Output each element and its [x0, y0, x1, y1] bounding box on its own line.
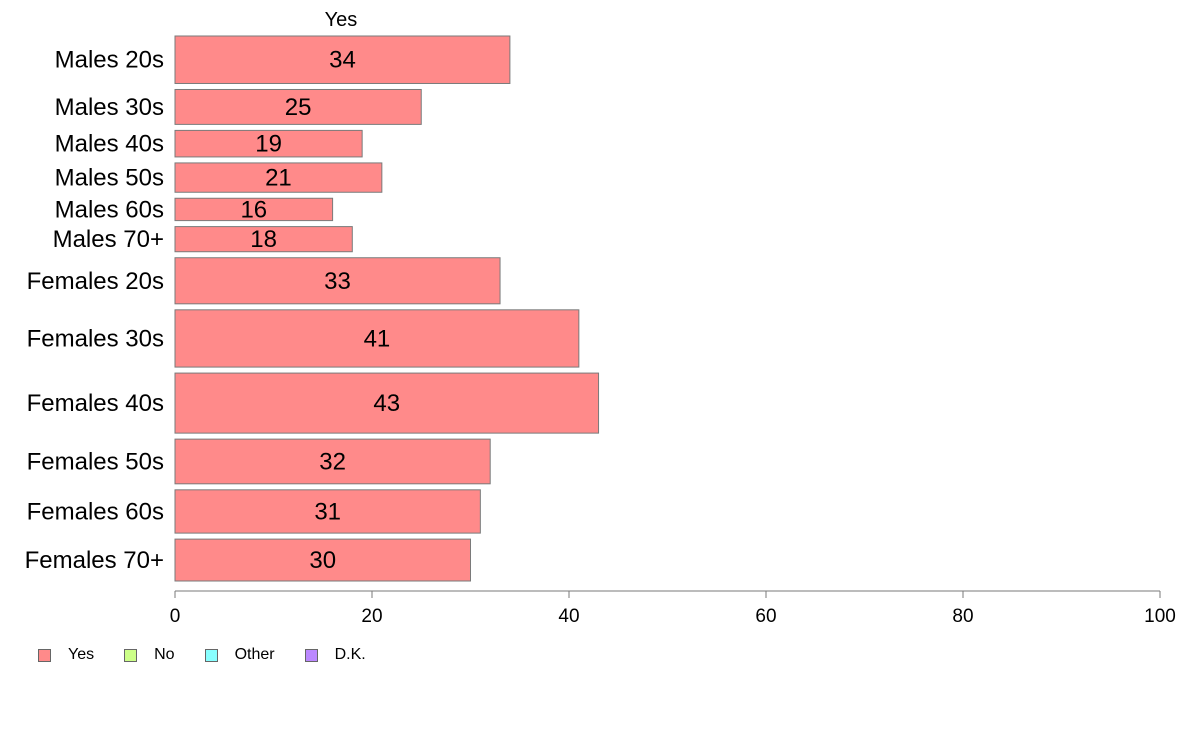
value-label: 43 [373, 390, 400, 417]
legend-label-no: No [154, 646, 175, 663]
x-tick-label: 40 [558, 606, 579, 627]
value-label: 19 [255, 131, 282, 158]
value-label: 33 [324, 268, 351, 295]
value-label: 34 [329, 47, 356, 74]
value-label: 16 [240, 196, 267, 223]
legend-item-dk: D.K. [304, 646, 366, 664]
legend-swatch-yes [38, 648, 51, 662]
category-label: Females 50s [27, 448, 164, 475]
legend-label-dk: D.K. [334, 646, 366, 663]
legend-item-other: Other [204, 646, 275, 664]
bar-females-40s [174, 372, 600, 434]
legend-label-other: Other [234, 646, 275, 663]
value-label: 31 [314, 498, 341, 525]
legend-item-yes: Yes [38, 646, 94, 664]
category-label: Males 30s [55, 94, 164, 121]
x-tick-label: 20 [361, 606, 382, 627]
bar-females-60s [174, 489, 481, 534]
value-label: 41 [364, 325, 391, 352]
category-label: Males 70+ [53, 226, 164, 253]
bar-females-70- [174, 538, 471, 582]
category-label: Females 40s [27, 390, 164, 417]
legend: Yes No Other D.K. [38, 646, 396, 664]
bar-males-40s [174, 129, 363, 158]
bar-females-30s [174, 309, 580, 368]
legend-swatch-dk [304, 648, 318, 662]
value-label: 21 [265, 165, 292, 192]
x-tick-label: 80 [952, 606, 973, 627]
value-label: 18 [250, 226, 277, 253]
category-label: Males 50s [55, 165, 164, 192]
category-label: Males 40s [55, 131, 164, 158]
legend-label-yes: Yes [68, 646, 95, 663]
x-tick-label: 100 [1144, 606, 1176, 627]
category-label: Females 60s [27, 498, 164, 525]
category-label: Females 20s [27, 268, 164, 295]
bar-females-50s [174, 438, 491, 485]
legend-swatch-other [204, 648, 218, 662]
bar-males-20s [174, 35, 511, 84]
category-label: Males 20s [55, 47, 164, 74]
bar-males-50s [174, 162, 383, 193]
bar-males-70- [174, 226, 353, 253]
value-label: 30 [309, 547, 336, 574]
bar-females-20s [174, 257, 501, 305]
x-tick-label: 0 [170, 606, 181, 627]
category-label: Males 60s [55, 196, 164, 223]
value-label: 25 [285, 94, 312, 121]
category-label: Females 30s [27, 325, 164, 352]
bar-males-30s [174, 88, 422, 125]
bar-males-60s [174, 197, 334, 222]
legend-item-no: No [124, 646, 175, 664]
category-label: Females 70+ [25, 547, 164, 574]
legend-swatch-no [124, 648, 138, 662]
x-tick-label: 60 [755, 606, 776, 627]
segment-header-label: Yes [325, 9, 358, 31]
value-label: 32 [319, 448, 346, 475]
